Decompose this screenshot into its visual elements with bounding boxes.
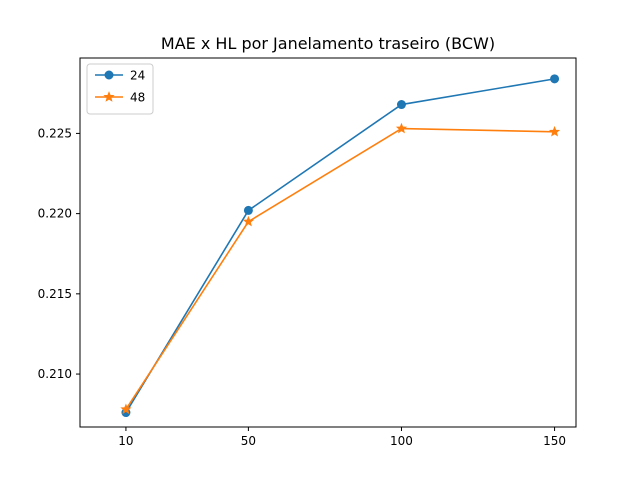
legend-item-48: 48 [95, 91, 145, 105]
y-axis: 0.210 0.215 0.220 0.225 [38, 126, 80, 381]
data-point-24-50 [243, 205, 253, 215]
legend-label: 48 [130, 91, 145, 105]
x-axis: 10 50 100 150 [118, 427, 566, 448]
x-tick-label: 150 [543, 434, 566, 448]
legend-box [86, 63, 154, 115]
plot-area [80, 58, 576, 427]
x-tick-label: 50 [241, 434, 256, 448]
y-tick-label: 0.225 [38, 126, 72, 140]
y-tick-label: 0.215 [38, 287, 72, 301]
data-point-48-150 [548, 125, 561, 137]
data-point-24-150 [550, 74, 560, 84]
series-24 [121, 74, 560, 418]
series-48 [120, 122, 561, 415]
series-line-24 [125, 78, 555, 413]
legend-swatch-marker [104, 70, 114, 80]
data-point-48-10 [120, 403, 132, 415]
y-tick-label: 0.220 [38, 207, 72, 221]
legend-label: 24 [130, 69, 145, 83]
legend-swatch-marker [103, 91, 115, 102]
plot-frame [79, 57, 577, 428]
series-line-48 [125, 127, 555, 410]
data-point-48-50 [242, 215, 254, 227]
series-layer [120, 74, 561, 418]
x-tick-label: 100 [390, 434, 413, 448]
legend-item-24: 24 [95, 69, 145, 83]
x-tick-label: 10 [118, 434, 133, 448]
legend: 24 48 [86, 63, 154, 115]
chart-title: MAE x HL por Janelamento traseiro (BCW) [161, 34, 495, 53]
data-point-24-100 [396, 100, 406, 110]
y-tick-label: 0.210 [38, 367, 72, 381]
data-point-48-100 [395, 122, 408, 134]
